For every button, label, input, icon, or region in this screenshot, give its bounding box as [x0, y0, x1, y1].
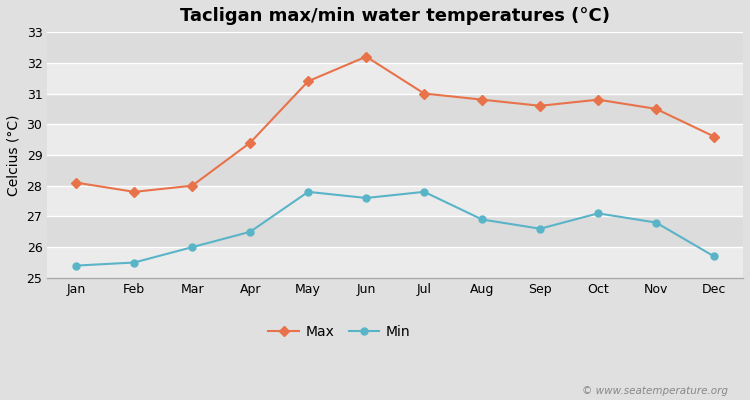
Max: [593, 97, 602, 102]
Max: [478, 97, 487, 102]
Line: Min: Min: [73, 188, 718, 269]
Max: [72, 180, 81, 185]
Bar: [47, 94, 743, 124]
Bar: [47, 186, 743, 216]
Min: [188, 245, 196, 250]
Bar: [47, 247, 743, 278]
Min: [304, 190, 313, 194]
Bar: [47, 155, 743, 186]
Max: [246, 140, 255, 145]
Min: [362, 196, 370, 200]
Min: [420, 190, 429, 194]
Bar: [47, 32, 743, 63]
Legend: Max, Min: Max, Min: [262, 319, 416, 344]
Min: [593, 211, 602, 216]
Min: [536, 226, 544, 231]
Bar: [47, 63, 743, 94]
Bar: [47, 216, 743, 247]
Min: [710, 254, 718, 259]
Min: [478, 217, 487, 222]
Min: [130, 260, 139, 265]
Max: [710, 134, 718, 139]
Max: [652, 106, 661, 111]
Max: [536, 104, 544, 108]
Title: Tacligan max/min water temperatures (°C): Tacligan max/min water temperatures (°C): [180, 7, 610, 25]
Max: [304, 79, 313, 84]
Bar: [47, 124, 743, 155]
Min: [652, 220, 661, 225]
Max: [188, 183, 196, 188]
Max: [362, 54, 370, 59]
Min: [72, 263, 81, 268]
Max: [130, 190, 139, 194]
Min: [246, 229, 255, 234]
Text: © www.seatemperature.org: © www.seatemperature.org: [581, 386, 728, 396]
Y-axis label: Celcius (°C): Celcius (°C): [7, 114, 21, 196]
Line: Max: Max: [73, 53, 718, 195]
Max: [420, 91, 429, 96]
